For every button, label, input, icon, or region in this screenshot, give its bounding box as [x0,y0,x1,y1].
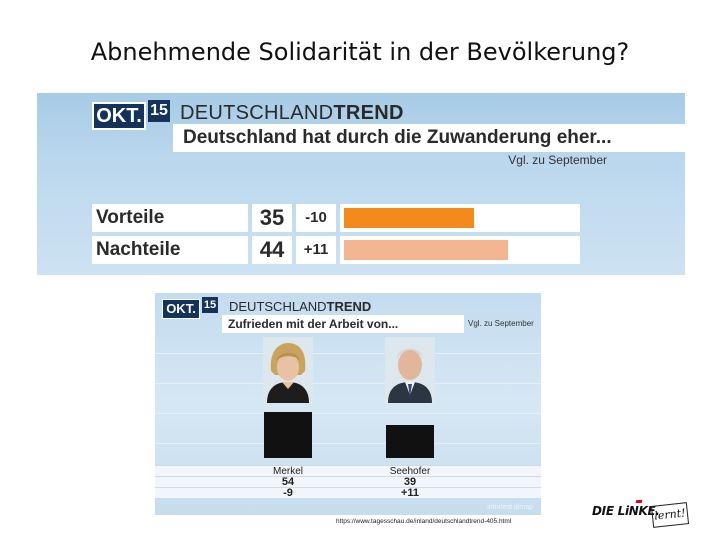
bar-track [340,204,580,232]
brand-regular: DEUTSCHLAND [180,102,334,124]
channel-number-badge: 15 [148,100,170,122]
row-label: Nachteile [92,236,248,264]
chart-row-vorteile: Vorteile 35 -10 [92,204,580,232]
logo-badge: lernt! [650,502,690,528]
grid-line [155,383,541,384]
brand-bold: TREND [333,102,404,124]
change-merkel: -9 [283,487,293,499]
change-seehofer: +11 [400,487,420,499]
value-merkel: 54 [281,476,295,488]
change-row: -9 +11 [155,487,541,499]
bar-seehofer [386,425,434,458]
grid-line [155,443,541,444]
name-seehofer: Seehofer [389,466,431,477]
bar-vorteile [344,208,474,228]
brand-title: DEUTSCHLANDTREND [180,102,404,125]
slide-title: Abnehmende Solidarität in der Bevölkerun… [90,38,630,66]
logo-accent [635,500,643,503]
seehofer-portrait [385,337,435,403]
chart-row-nachteile: Nachteile 44 +11 [92,236,580,264]
channel-number-badge: 15 [202,297,218,313]
row-value: 35 [252,204,292,232]
value-seehofer: 39 [403,476,417,488]
bar-nachteile [344,240,508,260]
brand-regular: DEUTSCHLAND [229,299,327,314]
row-change: +11 [296,236,336,264]
satisfaction-poll-panel: OKT. 15 DEUTSCHLANDTREND Zufrieden mit d… [155,293,541,515]
row-value: 44 [252,236,292,264]
month-badge: OKT. [92,102,146,130]
immigration-poll-panel: OKT. 15 DEUTSCHLANDTREND Deutschland hat… [37,93,685,275]
value-row: 54 39 [155,476,541,488]
source-url[interactable]: https://www.tagesschau.de/inland/deutsch… [336,518,512,525]
grid-line [155,353,541,354]
brand-title: DEUTSCHLANDTREND [229,299,371,314]
die-linke-logo: DIE LiNKE. lernt! [592,500,696,532]
results-table: Merkel Seehofer 54 39 -9 +11 [155,465,541,503]
source-credit: infratest dimap [487,504,533,511]
row-change: -10 [296,204,336,232]
poll-question: Deutschland hat durch die Zuwanderung eh… [173,124,685,152]
month-badge: OKT. [162,299,200,319]
poll-question: Zufrieden mit der Arbeit von... [222,315,464,333]
name-row: Merkel Seehofer [155,465,541,477]
bar-merkel [264,412,312,458]
grid-line [155,413,541,414]
comparison-note: Vgl. zu September [508,153,607,167]
merkel-portrait [263,337,313,403]
bar-track [340,236,580,264]
comparison-note: Vgl. zu September [468,319,534,328]
row-label: Vorteile [92,204,248,232]
name-merkel: Merkel [272,466,303,477]
logo-text: DIE LiNKE. [592,504,660,518]
brand-bold: TREND [326,299,372,314]
